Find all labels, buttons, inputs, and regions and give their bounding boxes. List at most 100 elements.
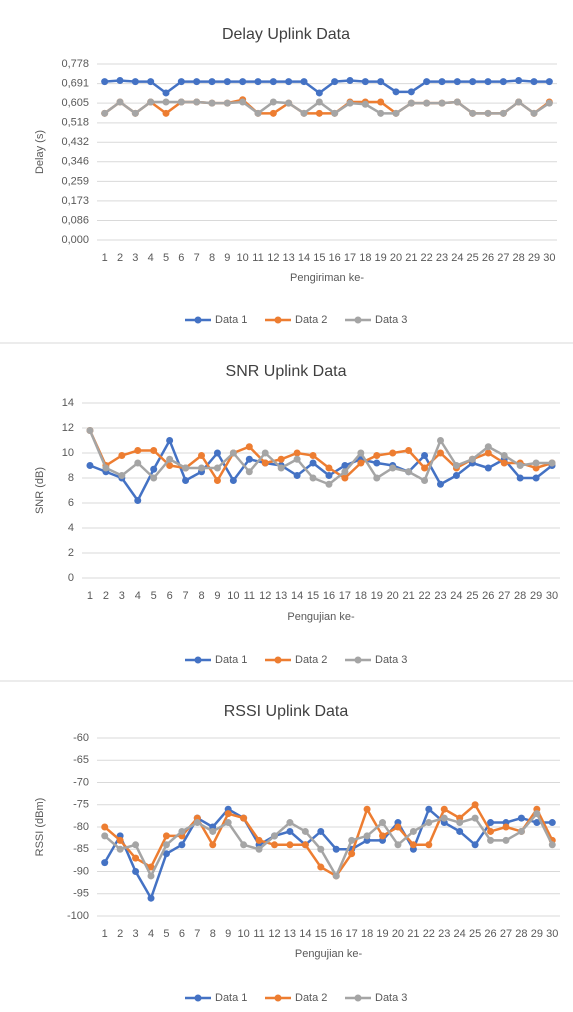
y-tick-label: 14 xyxy=(62,397,74,409)
x-tick-label: 23 xyxy=(434,590,446,602)
marker xyxy=(270,832,278,840)
marker xyxy=(240,841,248,849)
marker xyxy=(471,814,479,822)
x-tick-label: 17 xyxy=(344,252,356,264)
marker xyxy=(515,77,523,85)
marker xyxy=(548,459,556,467)
marker xyxy=(423,99,431,107)
marker xyxy=(452,472,460,479)
marker xyxy=(132,854,140,862)
x-tick-label: 20 xyxy=(390,252,402,264)
y-tick-label: -95 xyxy=(73,888,89,900)
marker xyxy=(341,468,349,476)
marker xyxy=(545,99,553,107)
marker xyxy=(315,89,323,97)
x-tick-label: 19 xyxy=(375,252,387,264)
marker xyxy=(423,78,431,86)
marker xyxy=(499,109,507,117)
marker xyxy=(379,819,387,827)
marker xyxy=(487,819,495,827)
marker xyxy=(269,78,277,86)
y-tick-label: 0,259 xyxy=(61,175,89,187)
x-tick-label: 13 xyxy=(275,590,287,602)
marker xyxy=(471,801,479,809)
x-tick-label: 21 xyxy=(405,252,417,264)
marker xyxy=(101,109,109,117)
y-tick-label: 0,605 xyxy=(61,97,89,109)
marker xyxy=(515,98,523,106)
marker xyxy=(363,832,371,840)
y-tick-label: -100 xyxy=(67,910,89,922)
legend-marker xyxy=(354,316,362,324)
legend-marker xyxy=(274,656,282,664)
x-tick-label: 15 xyxy=(313,252,325,264)
x-tick-label: 18 xyxy=(359,252,371,264)
marker xyxy=(229,477,237,484)
marker xyxy=(379,832,387,840)
marker xyxy=(437,437,444,444)
marker xyxy=(223,78,231,86)
y-tick-label: 10 xyxy=(62,447,74,459)
marker xyxy=(405,468,413,476)
legend-marker xyxy=(194,316,202,324)
x-tick-label: 12 xyxy=(267,252,279,264)
marker xyxy=(440,814,448,822)
x-tick-label: 22 xyxy=(421,252,433,264)
x-tick-label: 18 xyxy=(361,928,373,940)
x-tick-label: 2 xyxy=(103,590,109,602)
marker xyxy=(166,455,174,463)
marker xyxy=(101,78,109,86)
marker xyxy=(277,464,285,472)
marker xyxy=(394,841,402,849)
y-tick-label: 0,778 xyxy=(61,58,89,70)
marker xyxy=(484,78,492,86)
marker xyxy=(425,819,433,827)
x-tick-label: 5 xyxy=(151,590,157,602)
marker xyxy=(500,459,508,467)
x-tick-label: 1 xyxy=(87,590,93,602)
marker xyxy=(389,464,397,472)
marker xyxy=(150,465,158,473)
x-tick-label: 5 xyxy=(163,928,169,940)
y-tick-label: -70 xyxy=(73,776,89,788)
legend-label: Data 2 xyxy=(295,654,327,666)
x-tick-label: 6 xyxy=(178,252,184,264)
x-tick-label: 10 xyxy=(237,252,249,264)
marker xyxy=(373,452,381,459)
marker xyxy=(269,109,277,117)
marker xyxy=(405,447,413,454)
marker xyxy=(315,98,323,106)
x-tick-label: 25 xyxy=(466,590,478,602)
marker xyxy=(317,827,325,835)
marker xyxy=(456,819,464,827)
y-tick-label: 0,432 xyxy=(61,136,89,148)
marker xyxy=(116,77,124,85)
marker xyxy=(300,109,308,117)
marker xyxy=(213,477,221,484)
x-tick-label: 17 xyxy=(346,928,358,940)
marker xyxy=(301,827,309,835)
x-tick-label: 24 xyxy=(451,252,463,264)
x-tick-label: 19 xyxy=(371,590,383,602)
marker xyxy=(487,836,495,844)
marker xyxy=(178,841,186,849)
marker xyxy=(545,78,553,86)
x-tick-label: 27 xyxy=(497,252,509,264)
marker xyxy=(134,459,142,467)
x-tick-label: 16 xyxy=(330,928,342,940)
marker xyxy=(285,78,293,86)
x-tick-label: 4 xyxy=(148,252,154,264)
marker xyxy=(471,841,479,849)
marker xyxy=(394,823,402,831)
x-tick-label: 5 xyxy=(163,252,169,264)
marker xyxy=(229,449,237,457)
marker xyxy=(240,814,248,822)
marker xyxy=(484,443,492,451)
x-tick-label: 6 xyxy=(179,928,185,940)
x-tick-label: 23 xyxy=(436,252,448,264)
marker xyxy=(86,427,94,434)
marker xyxy=(421,477,429,484)
marker xyxy=(309,452,317,459)
marker xyxy=(209,841,217,849)
marker xyxy=(530,78,538,86)
